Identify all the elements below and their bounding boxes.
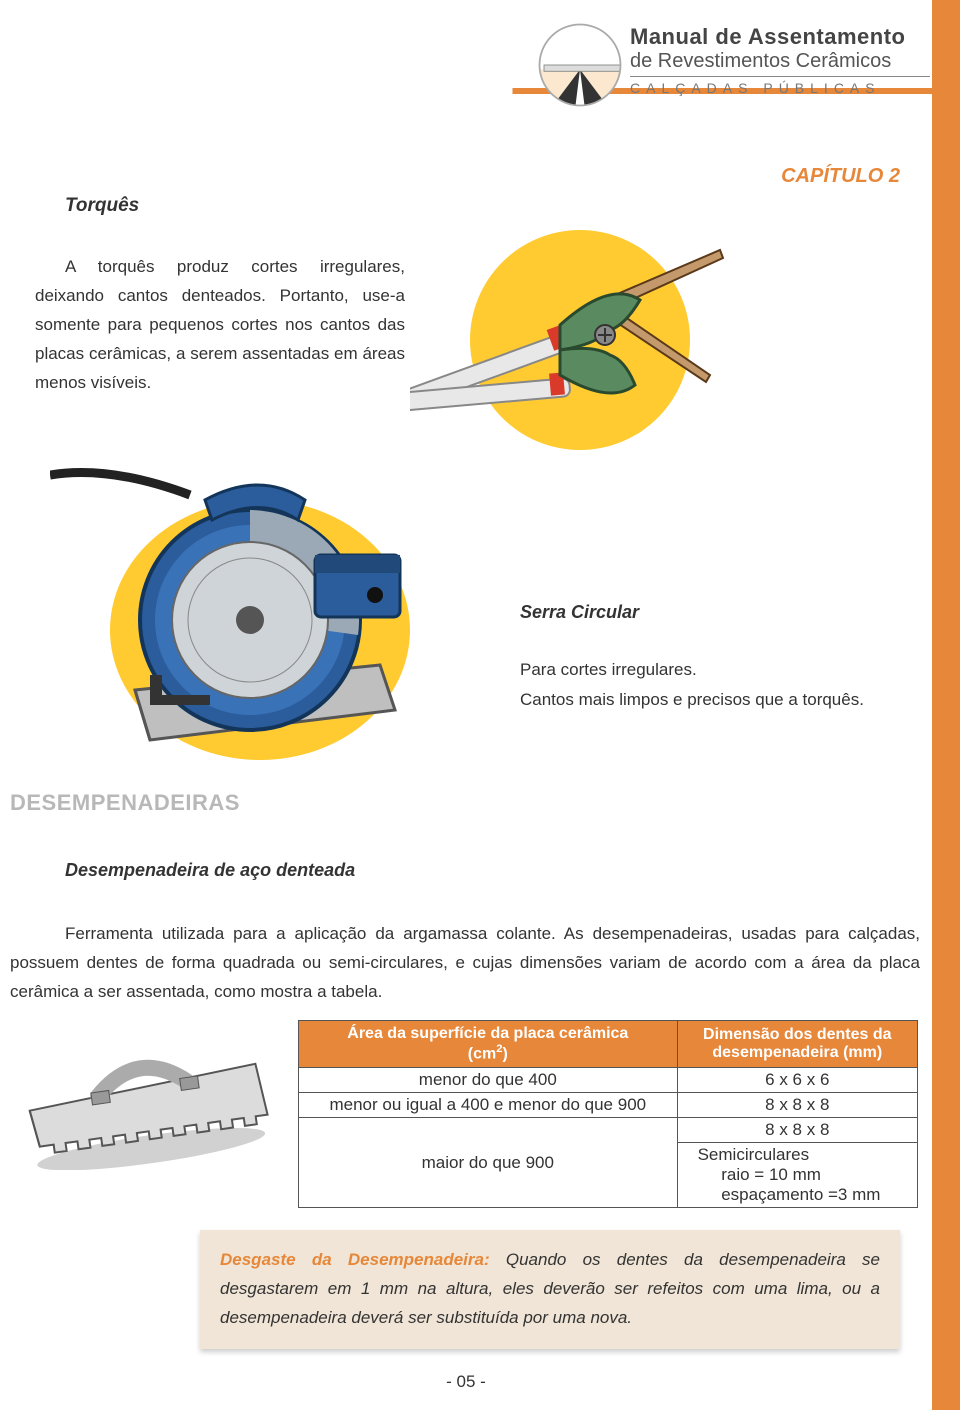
wear-note-box: Desgaste da Desempenadeira: Quando os de…	[200, 1230, 900, 1349]
header-title: Manual de Assentamento	[630, 24, 930, 50]
th-area-unit-b: )	[502, 1045, 507, 1062]
desempenadeira-subtitle: Desempenadeira de aço denteada	[65, 860, 355, 881]
table-row: maior do que 900 8 x 8 x 8	[299, 1118, 918, 1143]
semicircular-label: Semicirculares	[698, 1145, 809, 1164]
table-header-area: Área da superfície da placa cerâmica (cm…	[299, 1021, 678, 1068]
serra-heading: Serra Circular	[520, 602, 639, 623]
serra-line2: Cantos mais limpos e precisos que a torq…	[520, 690, 864, 710]
trowel-illustration	[5, 1040, 280, 1170]
cell-area-2: menor ou igual a 400 e menor do que 900	[299, 1093, 678, 1118]
trowel-dimensions-table: Área da superfície da placa cerâmica (cm…	[298, 1020, 918, 1208]
radius-label: raio = 10 mm	[721, 1165, 821, 1184]
cell-dim-2: 8 x 8 x 8	[677, 1093, 917, 1118]
cell-dim-3a: 8 x 8 x 8	[677, 1118, 917, 1143]
torques-paragraph: A torquês produz cortes irregulares, dei…	[35, 253, 405, 397]
circular-saw-illustration	[50, 440, 450, 760]
table-row: menor ou igual a 400 e menor do que 900 …	[299, 1093, 918, 1118]
page-right-border	[932, 0, 960, 1410]
header-logo-icon	[535, 20, 625, 110]
th-area-line1: Área da superfície da placa cerâmica	[347, 1025, 628, 1042]
serra-line1: Para cortes irregulares.	[520, 660, 697, 680]
th-dim-line1: Dimensão dos dentes da	[703, 1026, 892, 1043]
note-lead: Desgaste da Desempenadeira:	[220, 1250, 490, 1269]
header-sub2: CALÇADAS PÚBLICAS	[630, 76, 930, 96]
th-area-unit-a: (cm	[468, 1045, 496, 1062]
header-subtitle: de Revestimentos Cerâmicos	[630, 50, 930, 73]
cell-area-3: maior do que 900	[299, 1118, 678, 1208]
torques-heading: Torquês	[65, 195, 139, 217]
spacing-label: espaçamento =3 mm	[721, 1185, 880, 1204]
chapter-label: CAPÍTULO 2	[781, 165, 900, 188]
header-text-block: Manual de Assentamento de Revestimentos …	[630, 24, 930, 96]
desempenadeiras-heading: DESEMPENADEIRAS	[10, 790, 240, 816]
th-dim-line2: desempenadeira (mm)	[712, 1044, 882, 1061]
cell-dim-1: 6 x 6 x 6	[677, 1068, 917, 1093]
table-header-dim: Dimensão dos dentes da desempenadeira (m…	[677, 1021, 917, 1068]
cell-dim-3b: Semicirculares raio = 10 mm espaçamento …	[677, 1143, 917, 1208]
desempenadeira-paragraph: Ferramenta utilizada para a aplicação da…	[10, 920, 920, 1007]
table-row: menor do que 400 6 x 6 x 6	[299, 1068, 918, 1093]
cell-area-1: menor do que 400	[299, 1068, 678, 1093]
page-number: - 05 -	[0, 1372, 932, 1392]
pliers-illustration	[410, 210, 730, 470]
